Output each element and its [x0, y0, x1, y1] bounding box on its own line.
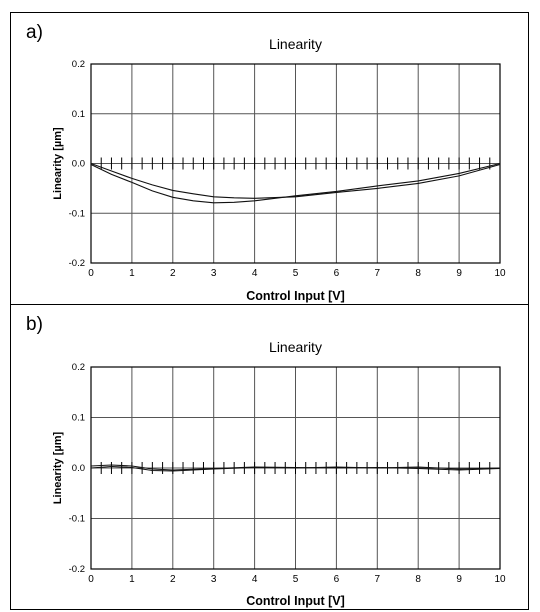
y-axis-label: Linearity [µm] [52, 431, 64, 504]
y-tick-label: 0.0 [72, 159, 85, 170]
linearity-chart-b: 0.2 0.1 0.0 -0.1 -0.20 1 2 3 4 5 6 7 8 9 10 Linearity Co… [52, 339, 506, 608]
x-tick-label: 6 [334, 574, 340, 585]
panel-label: b) [26, 314, 43, 335]
x-tick-label: 10 [494, 574, 506, 585]
x-tick-label: 1 [129, 268, 135, 279]
x-tick-label: 10 [494, 268, 506, 279]
x-tick-label: 7 [375, 268, 381, 279]
y-tick-label: 0.1 [72, 413, 85, 424]
y-tick-label: -0.1 [69, 208, 85, 219]
y-tick-label: 0.1 [72, 109, 85, 120]
y-tick-label: -0.2 [69, 258, 85, 269]
x-tick-label: 3 [211, 268, 217, 279]
x-tick-label: 3 [211, 574, 217, 585]
linearity-chart-a: 0.2 0.1 0.0 -0.1 -0.20 1 2 3 4 5 6 7 8 9 10 Linearity Co… [52, 36, 506, 303]
y-tick-label: -0.1 [69, 514, 85, 525]
y-tick-label: 0.2 [72, 362, 85, 373]
x-axis-label: Control Input [V] [246, 289, 345, 303]
chart-title: Linearity [269, 36, 322, 52]
chart-panel-a: a) 0.2 0.1 0.0 -0.1 -0.2 0 1 2 3 4 5 6 7 8 9 10 Linearit… [10, 12, 529, 305]
x-tick-label: 2 [170, 574, 176, 585]
panel-label: a) [26, 22, 43, 43]
y-tick-label: 0.2 [72, 59, 85, 70]
chart-title: Linearity [269, 339, 322, 355]
x-tick-label: 8 [415, 268, 421, 279]
y-tick-label: 0.0 [72, 463, 85, 474]
y-axis-label: Linearity [µm] [52, 127, 64, 200]
x-tick-label: 5 [293, 268, 299, 279]
x-tick-label: 1 [129, 574, 135, 585]
series-line-2 [90, 162, 501, 199]
x-tick-label: 8 [415, 574, 421, 585]
x-tick-label: 9 [456, 574, 462, 585]
x-tick-label: 9 [456, 268, 462, 279]
y-tick-label: -0.2 [69, 564, 85, 575]
x-tick-label: 5 [293, 574, 299, 585]
x-tick-label: 0 [88, 268, 94, 279]
series-line-1 [90, 162, 501, 204]
x-tick-label: 4 [252, 268, 258, 279]
x-tick-label: 6 [334, 268, 340, 279]
x-axis-label: Control Input [V] [246, 594, 345, 608]
series-line-2 [90, 465, 501, 472]
x-tick-label: 7 [375, 574, 381, 585]
chart-panel-b: b) 0.2 0.1 0.0 -0.1 -0.2 0 1 2 3 4 5 6 7 8 9 10 Linearit… [10, 304, 529, 610]
x-tick-label: 2 [170, 268, 176, 279]
x-tick-label: 4 [252, 574, 258, 585]
x-tick-label: 0 [88, 574, 94, 585]
